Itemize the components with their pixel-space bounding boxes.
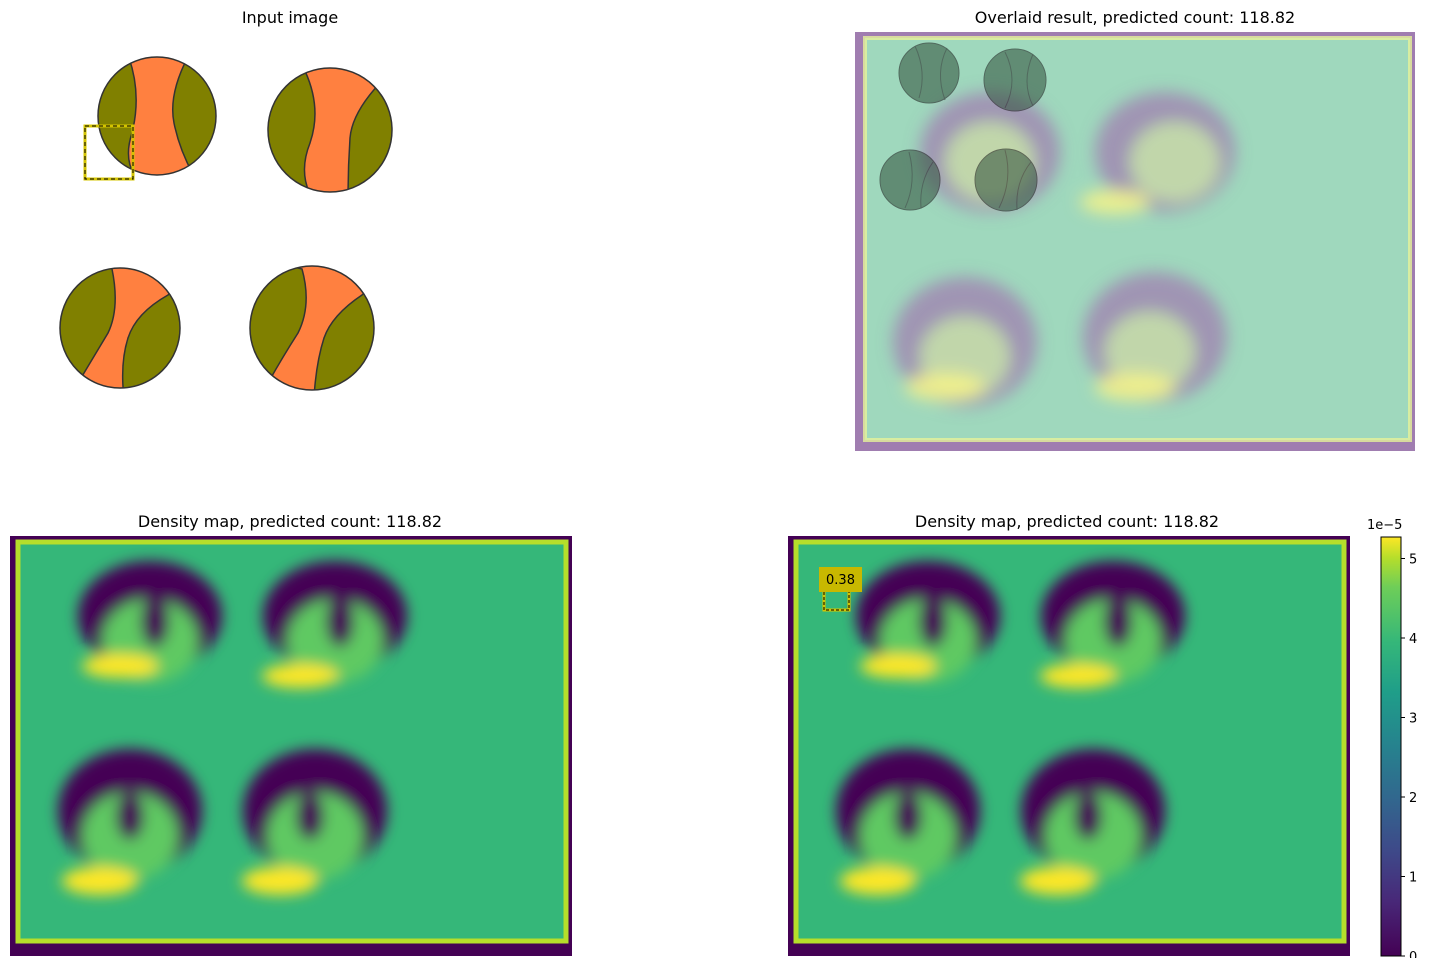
colorbar-tick-label: 3 — [1409, 712, 1417, 727]
density-map-left-title: Density map, predicted count: 118.82 — [137, 512, 443, 531]
colorbar-tick-label: 0 — [1409, 950, 1417, 958]
input-image — [59, 56, 393, 391]
box-value-label: 0.38 — [826, 573, 855, 588]
overlay-ball-icons — [879, 42, 1047, 212]
overlay-result-image — [855, 32, 1415, 451]
ball-icon — [59, 267, 181, 389]
colorbar-tick-label: 4 — [1409, 632, 1417, 647]
colorbar: 0 1 2 3 4 5 — [1380, 536, 1417, 958]
input-image-title: Input image — [241, 8, 339, 27]
density-map-right-title: Density map, predicted count: 118.82 — [914, 512, 1220, 531]
colorbar-tick-label: 5 — [1409, 553, 1417, 568]
ball-icon — [97, 56, 217, 176]
ball-icon — [267, 67, 393, 193]
colorbar-multiplier: 1e−5 — [1367, 518, 1403, 533]
overlay-title: Overlaid result, predicted count: 118.82 — [974, 8, 1296, 27]
colorbar-ticks: 0 1 2 3 4 5 — [1401, 553, 1417, 958]
density-map-left — [10, 536, 572, 956]
box-value-badge — [819, 567, 862, 592]
colorbar-tick-label: 2 — [1409, 791, 1417, 806]
colorbar-tick-label: 1 — [1409, 871, 1417, 886]
density-map-right: 0.38 — [788, 536, 1350, 956]
ball-icon — [249, 265, 375, 391]
